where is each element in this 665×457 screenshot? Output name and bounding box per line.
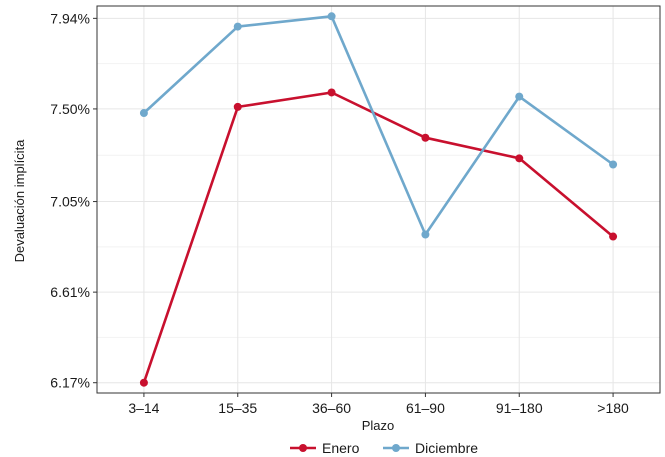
data-point-diciembre [139,109,148,118]
y-tick-label: 7.94% [50,10,90,26]
x-tick-label: 91–180 [496,400,543,416]
x-tick-label: >180 [597,400,629,416]
series-enero [139,88,618,387]
y-tick-label: 6.61% [50,284,90,300]
series-line-diciembre [143,14,614,236]
grid-lines [97,6,660,393]
data-point-enero [609,232,618,241]
x-tick-labels: 3–14 15–35 36–60 61–90 91–180 >180 [128,400,629,416]
y-tick-label: 7.50% [50,101,90,117]
data-point-enero [515,154,524,163]
x-tick-label: 36–60 [312,400,351,416]
legend-key-point-diciembre [392,444,400,452]
data-point-diciembre [515,92,524,101]
x-tick-label: 3–14 [128,400,159,416]
data-point-enero [139,378,148,387]
series-diciembre [139,12,618,239]
data-point-diciembre [421,230,430,239]
legend-key-point-enero [299,444,307,452]
legend-label-diciembre: Diciembre [415,440,478,456]
x-tick-label: 15–35 [218,400,257,416]
data-point-diciembre [609,160,618,169]
legend-label-enero: Enero [322,440,360,456]
y-tick-label: 7.05% [50,194,90,210]
data-point-diciembre [327,12,336,21]
data-point-enero [233,102,242,111]
data-point-enero [421,133,430,142]
x-tick-label: 61–90 [406,400,445,416]
series-layer [139,12,618,387]
data-point-enero [327,88,336,97]
y-tick-labels: 6.17% 6.61% 7.05% 7.50% 7.94% [50,10,90,390]
data-point-diciembre [233,22,242,31]
panel-border [96,5,661,394]
axis-ticks [93,17,614,397]
x-axis-title: Plazo [362,418,395,433]
y-axis-title: Devaluación implícita [12,139,27,263]
legend: Enero Diciembre [290,440,478,456]
series-line-enero [142,91,614,384]
y-tick-label: 6.17% [50,375,90,391]
